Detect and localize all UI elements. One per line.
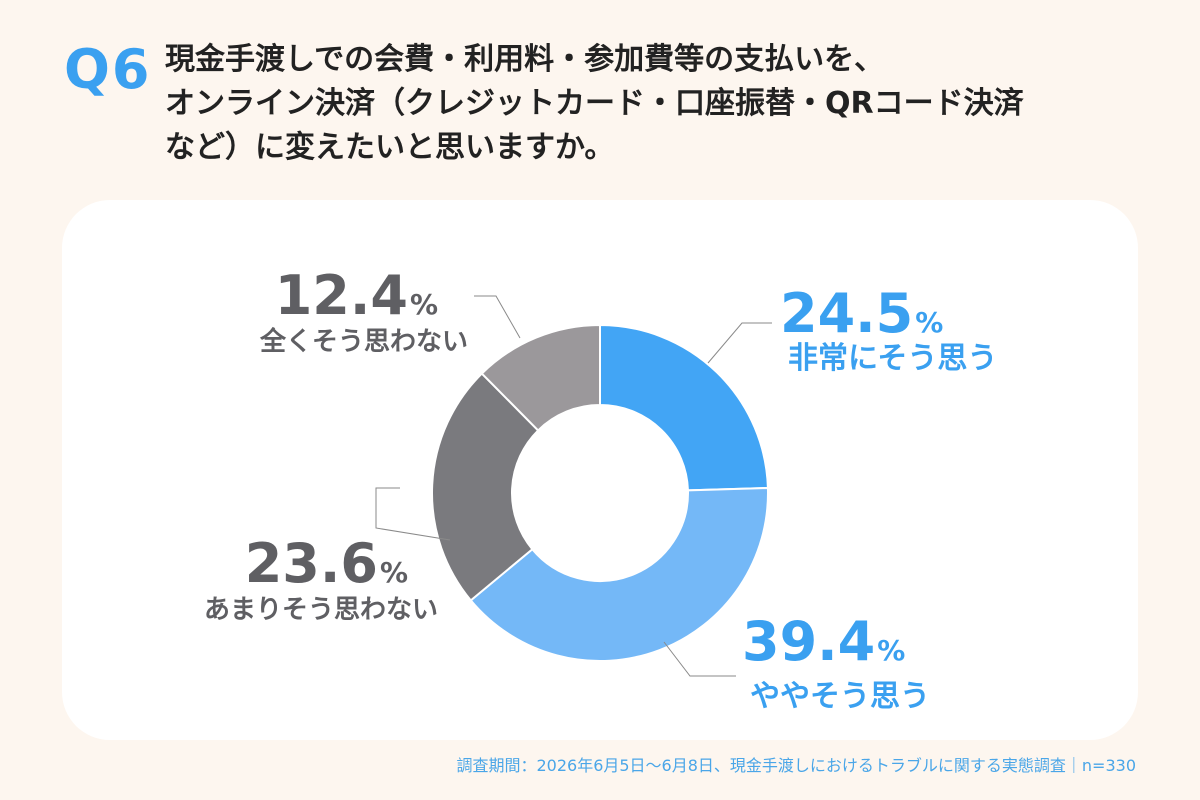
- question-line-3: など）に変えたいと思いますか。: [165, 130, 615, 165]
- value-label-strongly-agree: 24.5%: [780, 282, 943, 345]
- category-label-strongly-agree: 非常にそう思う: [788, 341, 997, 376]
- leader-line-strongly-agree: [707, 322, 772, 364]
- leader-line-strongly-disagree: [474, 295, 521, 339]
- question-line-1: 現金手渡しでの会費・利用料・参加費等の支払いを、: [165, 42, 885, 77]
- category-label-somewhat-agree: ややそう思う: [750, 679, 930, 714]
- category-label-strongly-disagree: 全くそう思わない: [259, 326, 468, 357]
- donut-slice-strongly-disagree: [480, 323, 601, 432]
- survey-note: 調査期間：2026年6月5日～6月8日、現金手渡しにおけるトラブルに関する実態調…: [456, 756, 1136, 775]
- value-label-strongly-disagree: 12.4%: [275, 264, 438, 327]
- leader-line-somewhat-disagree: [375, 487, 451, 541]
- value-label-somewhat-agree: 39.4%: [742, 610, 905, 673]
- leader-line-somewhat-agree: [663, 641, 736, 677]
- question-text: 現金手渡しでの会費・利用料・参加費等の支払いを、 オンライン決済（クレジットカー…: [165, 38, 1155, 170]
- question-line-2: オンライン決済（クレジットカード・口座振替・QRコード決済: [165, 86, 1024, 121]
- question-number-badge: Q6: [64, 38, 152, 101]
- value-label-somewhat-disagree: 23.6%: [245, 532, 408, 595]
- donut-slice-strongly-agree: [599, 323, 769, 492]
- donut-slice-somewhat-agree: [469, 486, 769, 662]
- category-label-somewhat-disagree: あまりそう思わない: [204, 595, 438, 625]
